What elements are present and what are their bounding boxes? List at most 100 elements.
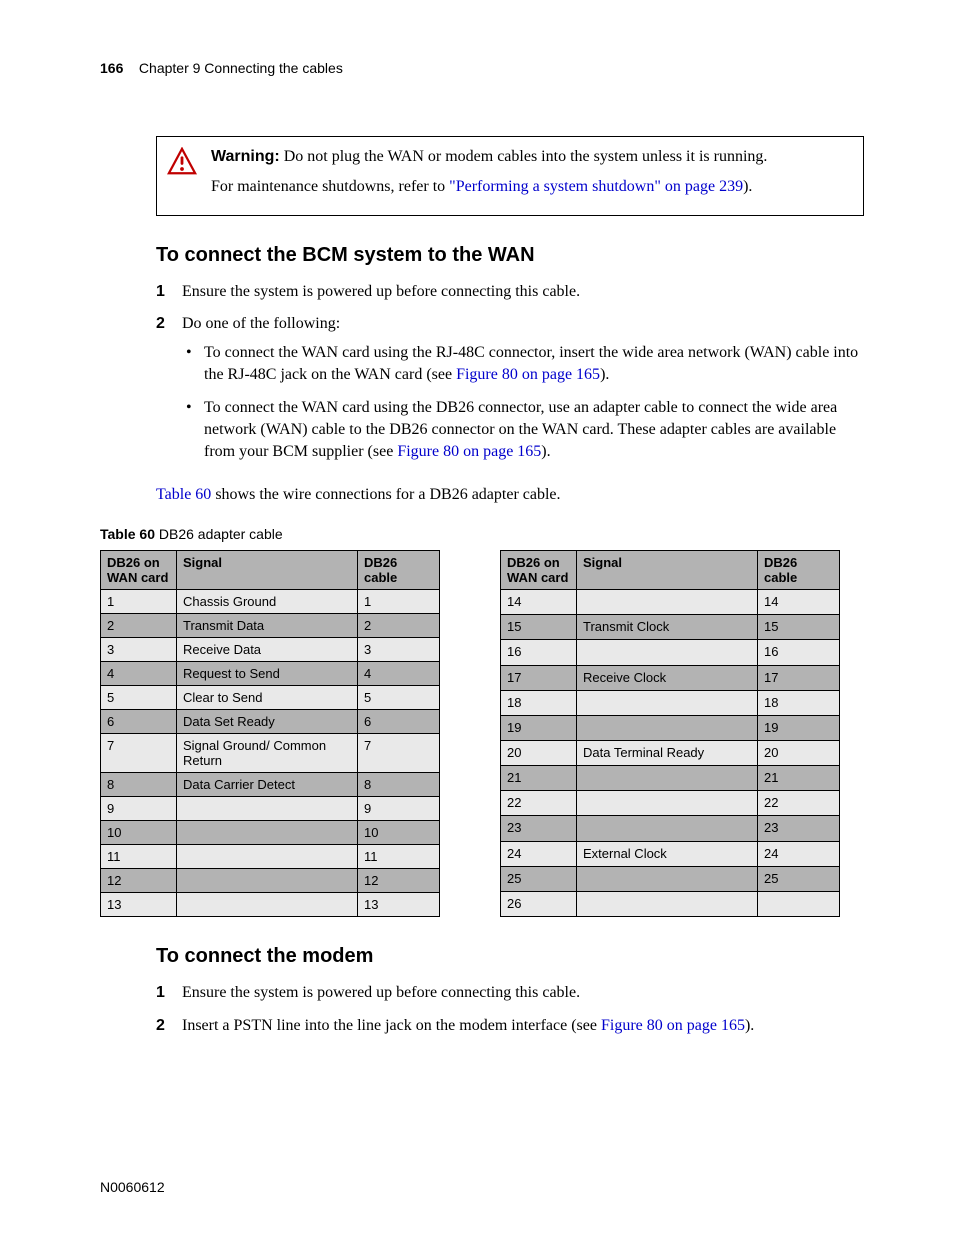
warning-line2-pre: For maintenance shutdowns, refer to [211, 178, 449, 195]
table-cell [177, 893, 358, 917]
bullet2-link[interactable]: Figure 80 on page 165 [397, 443, 541, 460]
table-cell: 1 [101, 590, 177, 614]
table-cell: 21 [501, 766, 577, 791]
table-cell: 15 [758, 615, 840, 640]
table-cell: 4 [358, 662, 440, 686]
table-cell: 19 [501, 715, 577, 740]
table-row: 20Data Terminal Ready20 [501, 740, 840, 765]
table-row: 25 25 [501, 866, 840, 891]
step-number: 2 [156, 313, 182, 473]
step2-pre: Insert a PSTN line into the line jack on… [182, 1017, 601, 1034]
table-cell: 5 [101, 686, 177, 710]
table-cell: 10 [358, 821, 440, 845]
step2-link[interactable]: Figure 80 on page 165 [601, 1017, 745, 1034]
table-cell: 15 [501, 615, 577, 640]
table-cell: 12 [358, 869, 440, 893]
table-cell: 6 [358, 710, 440, 734]
table-cell: 2 [101, 614, 177, 638]
table-cell: Transmit Clock [577, 615, 758, 640]
table-cell: 1 [358, 590, 440, 614]
table-cell: 2 [358, 614, 440, 638]
table-cell: 23 [501, 816, 577, 841]
table-cell: 13 [101, 893, 177, 917]
table-cell: 24 [758, 841, 840, 866]
warning-label: Warning: [211, 148, 280, 165]
table-cell: 13 [358, 893, 440, 917]
table-caption-label: Table 60 [100, 526, 155, 542]
table-row: 1919 [501, 715, 840, 740]
section1-steps: 1 Ensure the system is powered up before… [156, 281, 864, 474]
table-cell: 20 [758, 740, 840, 765]
bullet2-post: ). [541, 443, 550, 460]
table-row: 1010 [101, 821, 440, 845]
table-header: Signal [577, 551, 758, 590]
table-row: 6Data Set Ready6 [101, 710, 440, 734]
section2-title: To connect the modem [156, 945, 864, 968]
bullet-item: To connect the WAN card using the DB26 c… [182, 397, 864, 464]
table-cell: 18 [501, 690, 577, 715]
table-row: 2323 [501, 816, 840, 841]
table-header: Signal [177, 551, 358, 590]
table-row: 2Transmit Data2 [101, 614, 440, 638]
table-cell: Chassis Ground [177, 590, 358, 614]
table-row: 8Data Carrier Detect8 [101, 773, 440, 797]
step2-post: ). [745, 1017, 754, 1034]
chapter-text: Chapter 9 Connecting the cables [139, 60, 343, 76]
table-cell: 12 [101, 869, 177, 893]
table-cell: Clear to Send [177, 686, 358, 710]
table-cell: 19 [758, 715, 840, 740]
table-cell: 25 [758, 866, 840, 891]
step-number: 1 [156, 982, 182, 1004]
section1-title: To connect the BCM system to the WAN [156, 244, 864, 267]
table-cell [577, 690, 758, 715]
warning-line2-post: ). [743, 178, 752, 195]
table-cell: 26 [501, 891, 577, 916]
table-ref-link[interactable]: Table 60 [156, 486, 211, 503]
table-row: 2121 [501, 766, 840, 791]
table-cell: Transmit Data [177, 614, 358, 638]
table-cell: Data Carrier Detect [177, 773, 358, 797]
table-row: 13 13 [101, 893, 440, 917]
table-row: 5Clear to Send5 [101, 686, 440, 710]
table-cell [177, 797, 358, 821]
warning-text: Warning: Do not plug the WAN or modem ca… [211, 145, 853, 205]
warning-link[interactable]: "Performing a system shutdown" on page 2… [449, 178, 743, 195]
page-header: 166 Chapter 9 Connecting the cables [100, 60, 864, 76]
table-cell [577, 816, 758, 841]
table-cell [577, 715, 758, 740]
table-cell: 9 [101, 797, 177, 821]
table-cell: 18 [758, 690, 840, 715]
table-cell [177, 845, 358, 869]
table-cell [577, 766, 758, 791]
bullet1-post: ). [600, 366, 609, 383]
table-cell: 16 [501, 640, 577, 665]
footer-doc-id: N0060612 [100, 1179, 165, 1195]
table-cell: Request to Send [177, 662, 358, 686]
table-row: 4Request to Send4 [101, 662, 440, 686]
table-cell [758, 891, 840, 916]
table-cell [177, 821, 358, 845]
table-cell [577, 590, 758, 615]
table-cell [577, 866, 758, 891]
table-cell: 11 [358, 845, 440, 869]
table-row: 1Chassis Ground1 [101, 590, 440, 614]
table-cell [577, 640, 758, 665]
table-cell: 25 [501, 866, 577, 891]
table-header: DB26 on WAN card [101, 551, 177, 590]
table-cell: Data Set Ready [177, 710, 358, 734]
table-row: 7Signal Ground/ Common Return7 [101, 734, 440, 773]
table-caption-desc: DB26 adapter cable [155, 526, 283, 542]
table-cell: 24 [501, 841, 577, 866]
table-header: DB26 cable [358, 551, 440, 590]
table-row: 1414 [501, 590, 840, 615]
table-row: 2222 [501, 791, 840, 816]
table-header: DB26 on WAN card [501, 551, 577, 590]
table-cell: 17 [501, 665, 577, 690]
table-cell: 7 [358, 734, 440, 773]
table-row: 24External Clock24 [501, 841, 840, 866]
table-cell: 14 [758, 590, 840, 615]
bullet1-link[interactable]: Figure 80 on page 165 [456, 366, 600, 383]
step-number: 2 [156, 1015, 182, 1037]
table-row: 12 12 [101, 869, 440, 893]
table-cell: 7 [101, 734, 177, 773]
